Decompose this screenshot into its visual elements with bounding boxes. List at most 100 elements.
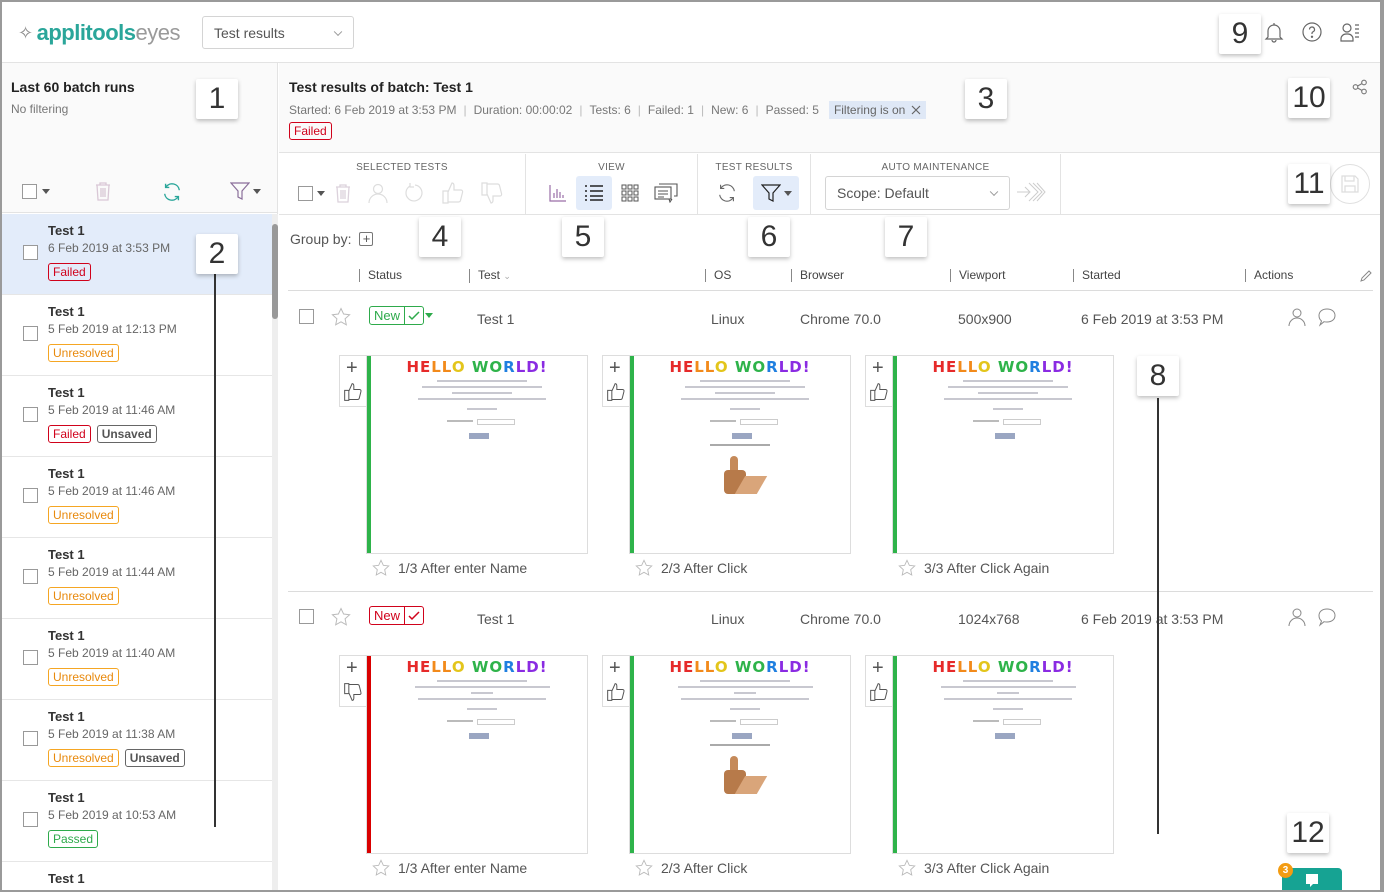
clear-filter-icon[interactable] — [911, 105, 921, 115]
page-select[interactable]: Test results — [202, 16, 354, 49]
row-checkbox[interactable] — [299, 609, 314, 624]
details-view-button[interactable] — [648, 176, 684, 210]
thumbs-up-icon[interactable] — [343, 382, 363, 405]
select-tests-checkbox[interactable] — [298, 185, 313, 201]
zoom-in-icon[interactable]: + — [609, 357, 621, 379]
star-icon[interactable] — [898, 859, 916, 877]
thumbs-down-icon[interactable] — [480, 181, 504, 205]
refresh-icon[interactable] — [161, 181, 183, 203]
scope-select[interactable]: Scope: Default — [825, 176, 1010, 210]
star-icon[interactable] — [372, 559, 390, 577]
batch-item[interactable]: Test 1 5 Feb 2019 at 10:53 AM Passed — [2, 781, 272, 862]
column-header-os[interactable]: OS — [705, 269, 731, 282]
accept-check-icon[interactable] — [404, 307, 423, 324]
column-header-started[interactable]: Started — [1073, 269, 1121, 282]
applitools-logo[interactable]: ✧ applitools eyes — [18, 20, 180, 46]
star-icon[interactable] — [898, 559, 916, 577]
batch-item[interactable]: Test 1 5 Feb 2019 at 11:46 AM Failed Uns… — [2, 376, 272, 457]
thumbs-up-icon[interactable] — [869, 382, 889, 405]
step-thumbnail[interactable]: + HELLO WORLD! 1/3 After enter Name — [339, 655, 588, 877]
refresh-results-button[interactable] — [709, 176, 745, 210]
test-result-row[interactable]: New Test 1 Linux Chrome 70.0 500x900 6 F… — [288, 292, 1373, 592]
column-header-actions[interactable]: Actions — [1245, 269, 1293, 282]
zoom-in-icon[interactable]: + — [872, 357, 884, 379]
delete-batch-icon[interactable] — [94, 181, 112, 201]
status-pill[interactable]: New — [369, 606, 425, 625]
step-thumbnail[interactable]: + HELLO WORLD! 3/3 After Click Again — [865, 355, 1114, 577]
batch-item[interactable]: Test 1 5 Feb 2019 at 11:40 AM Unresolved — [2, 619, 272, 700]
scrollbar-thumb[interactable] — [272, 224, 278, 319]
help-icon[interactable] — [1300, 20, 1324, 44]
sidebar-scrollbar[interactable] — [272, 214, 278, 890]
batch-item[interactable]: Test 1 5 Feb 2019 at 12:13 PM Unresolved — [2, 295, 272, 376]
batch-checkbox[interactable] — [23, 812, 38, 827]
zoom-in-icon[interactable]: + — [609, 657, 621, 679]
filter-batches-dropdown[interactable] — [230, 181, 261, 201]
screenshot-preview[interactable]: HELLO WORLD! — [629, 355, 851, 554]
column-header-status[interactable]: Status — [359, 269, 402, 282]
zoom-in-icon[interactable]: + — [346, 657, 358, 679]
select-all-batches-dropdown[interactable] — [22, 184, 50, 199]
row-checkbox[interactable] — [299, 309, 314, 324]
status-pill[interactable]: New — [369, 306, 425, 325]
apply-maintenance-icon[interactable] — [1016, 181, 1046, 203]
star-icon[interactable] — [331, 307, 351, 327]
save-button[interactable] — [1330, 164, 1370, 204]
test-result-row[interactable]: New Test 1 Linux Chrome 70.0 1024x768 6 … — [288, 592, 1373, 890]
star-icon[interactable] — [331, 607, 351, 627]
screenshot-preview[interactable]: HELLO WORLD! — [629, 655, 851, 854]
thumbs-up-icon[interactable] — [606, 682, 626, 705]
step-thumbnail[interactable]: + HELLO WORLD! 2/3 After Click — [602, 655, 851, 877]
chat-button[interactable] — [1282, 868, 1342, 890]
batch-checkbox[interactable] — [23, 407, 38, 422]
assign-user-icon[interactable] — [1287, 607, 1307, 627]
bell-icon[interactable] — [1262, 20, 1286, 44]
filter-results-button[interactable] — [753, 176, 799, 210]
screenshot-preview[interactable]: HELLO WORLD! — [366, 355, 588, 554]
screenshot-preview[interactable]: HELLO WORLD! — [366, 655, 588, 854]
column-header-viewport[interactable]: Viewport — [950, 269, 1005, 282]
thumbs-up-icon[interactable] — [869, 682, 889, 705]
step-thumbnail[interactable]: + HELLO WORLD! 2/3 After Click — [602, 355, 851, 577]
thumbs-down-icon[interactable] — [343, 682, 363, 705]
batch-checkbox[interactable] — [23, 245, 38, 260]
select-all-checkbox[interactable] — [22, 184, 37, 199]
zoom-in-icon[interactable]: + — [872, 657, 884, 679]
screenshot-preview[interactable]: HELLO WORLD! — [892, 355, 1114, 554]
add-group-icon[interactable]: + — [359, 232, 374, 246]
assign-user-icon[interactable] — [1287, 307, 1307, 327]
column-header-test[interactable]: Test ⌄ — [469, 269, 511, 283]
assign-user-icon[interactable] — [367, 182, 389, 204]
screenshot-preview[interactable]: HELLO WORLD! — [892, 655, 1114, 854]
batch-item[interactable]: Test 1 5 Feb 2019 at 11:44 AM Unresolved — [2, 538, 272, 619]
grid-view-button[interactable] — [612, 176, 648, 210]
step-thumbnail[interactable]: + HELLO WORLD! 1/3 After enter Name — [339, 355, 588, 577]
star-icon[interactable] — [635, 559, 653, 577]
batch-checkbox[interactable] — [23, 488, 38, 503]
column-header-browser[interactable]: Browser — [791, 269, 844, 282]
thumbs-up-icon[interactable] — [606, 382, 626, 405]
zoom-in-icon[interactable]: + — [346, 357, 358, 379]
batch-checkbox[interactable] — [23, 731, 38, 746]
accept-check-icon[interactable] — [404, 607, 423, 624]
batch-item[interactable]: Test 1 5 Feb 2019 at 11:46 AM Unresolved — [2, 457, 272, 538]
batch-checkbox[interactable] — [23, 569, 38, 584]
comment-icon[interactable] — [1317, 607, 1337, 627]
thumbs-up-icon[interactable] — [441, 181, 465, 205]
chart-view-button[interactable] — [540, 176, 576, 210]
star-icon[interactable] — [635, 859, 653, 877]
revert-icon[interactable] — [404, 182, 426, 204]
account-settings-icon[interactable] — [1338, 20, 1362, 44]
batch-item[interactable]: Test 1 — [2, 862, 272, 890]
batch-checkbox[interactable] — [23, 650, 38, 665]
share-icon[interactable] — [1352, 79, 1368, 95]
batch-checkbox[interactable] — [23, 326, 38, 341]
step-thumbnail[interactable]: + HELLO WORLD! 3/3 After Click Again — [865, 655, 1114, 877]
star-icon[interactable] — [372, 859, 390, 877]
status-dropdown-caret-icon[interactable] — [425, 313, 433, 318]
batch-item[interactable]: Test 1 5 Feb 2019 at 11:38 AM Unresolved… — [2, 700, 272, 781]
edit-columns-icon[interactable] — [1359, 269, 1373, 283]
select-tests-dropdown[interactable] — [298, 185, 325, 201]
list-view-button[interactable] — [575, 176, 612, 210]
comment-icon[interactable] — [1317, 307, 1337, 327]
